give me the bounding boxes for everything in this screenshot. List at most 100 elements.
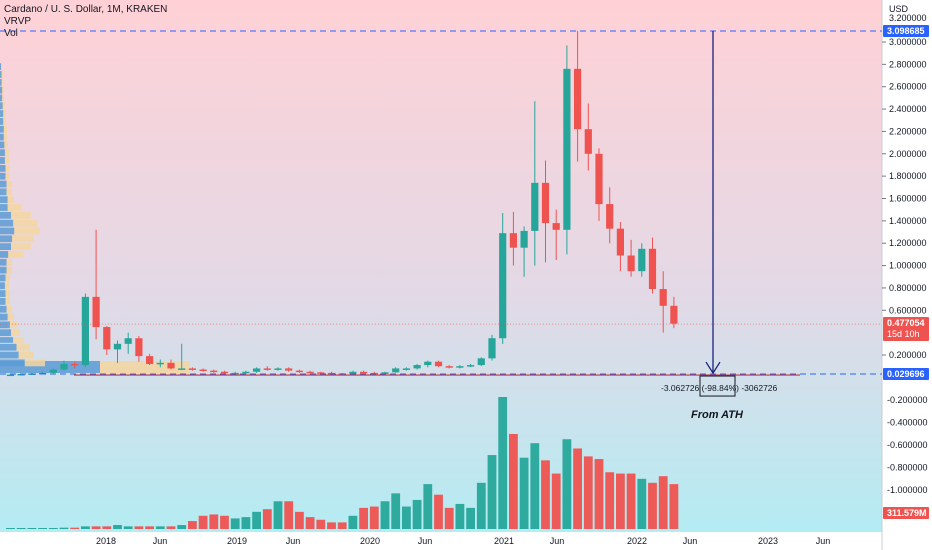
volume-bar	[327, 522, 336, 529]
vrvp-bar-up	[0, 297, 6, 305]
current-price-badge: 0.477054	[887, 318, 925, 328]
volume-bar	[305, 517, 315, 529]
vrvp-bar-up	[0, 251, 9, 258]
vrvp-bar-up	[0, 305, 7, 313]
vrvp-bar-up	[0, 282, 5, 290]
vrvp-bar-down	[4, 149, 9, 157]
candle-body	[135, 338, 143, 357]
candle-body	[263, 368, 271, 370]
candle-body	[584, 129, 592, 154]
volume-bar	[498, 397, 508, 529]
volume-bar	[16, 528, 26, 529]
candle-body	[627, 255, 635, 272]
vrvp-bar-down	[9, 321, 18, 329]
volume-bar	[444, 507, 454, 529]
volume-tick-label: -0.800000	[887, 463, 928, 473]
candle-body	[488, 338, 496, 359]
vrvp-bar-down	[7, 196, 14, 204]
vrvp-bar-down	[5, 172, 10, 180]
volume-bar	[412, 499, 422, 529]
vrvp-bar-up	[0, 188, 7, 196]
vrvp-bar-down	[3, 133, 7, 141]
price-tick-label: 2.600000	[889, 82, 927, 92]
chart-header: Cardano / U. S. Dollar, 1M, KRAKEN VRVP …	[4, 4, 167, 40]
vrvp-bar-down	[2, 94, 4, 102]
measure-box	[699, 375, 736, 397]
volume-bar	[509, 433, 518, 529]
candle-body	[477, 358, 485, 366]
vrvp-bar-up	[0, 86, 3, 94]
indicator-vrvp[interactable]: VRVP	[4, 16, 32, 27]
vrvp-bar-down	[3, 118, 6, 125]
vrvp-bar-down	[6, 305, 12, 313]
symbol-title[interactable]: Cardano / U. S. Dollar, 1M, KRAKEN	[4, 4, 168, 15]
vrvp-bar-down	[14, 227, 41, 235]
volume-bar	[59, 527, 69, 529]
volume-bar	[519, 457, 529, 529]
volume-bar	[177, 525, 187, 529]
vrvp-bar-up	[0, 94, 3, 102]
current-badge-bg	[883, 317, 929, 342]
candle-body	[574, 68, 582, 130]
vrvp-bar-up	[0, 351, 19, 359]
vrvp-bar-up	[0, 125, 4, 133]
price-tick-label: 3.000000	[889, 37, 927, 47]
candle-body	[242, 371, 250, 374]
candle-body	[520, 230, 528, 248]
candle-body	[146, 356, 154, 364]
vrvp-bar-up	[0, 118, 4, 125]
vrvp-bar-up	[0, 227, 15, 235]
candle-body	[648, 248, 657, 290]
vrvp-bar-up	[0, 329, 11, 337]
time-tick-label: Jun	[153, 536, 168, 546]
volume-bar	[241, 517, 251, 529]
volume-bar	[230, 518, 240, 529]
candle-body	[456, 366, 464, 368]
vrvp-bar-down	[4, 282, 9, 290]
vrvp-bar-up	[0, 266, 7, 274]
volume-bar	[380, 501, 390, 529]
volume-bar	[616, 473, 625, 529]
vrvp-bar-down	[3, 110, 6, 118]
volume-bar	[209, 514, 219, 529]
volume-bar	[48, 528, 58, 529]
vrvp-bar-down	[13, 219, 37, 227]
candle-body	[124, 338, 132, 344]
vrvp-bar-down	[4, 157, 9, 164]
volume-bar	[487, 455, 497, 529]
volume-bar	[113, 525, 122, 529]
volume-bar	[123, 526, 133, 529]
volume-bar	[220, 515, 229, 529]
vrvp-bar-down	[100, 361, 190, 373]
ath-badge-bg	[883, 24, 929, 37]
vrvp-bar-up	[0, 110, 4, 118]
volume-bar	[134, 526, 144, 529]
vrvp-bar-down	[6, 266, 12, 274]
overlays-group: -3.062726 (-98.84%) -3062726 From ATH	[0, 30, 882, 421]
indicator-vol[interactable]: Vol	[4, 28, 18, 39]
price-tick-label: 2.800000	[889, 59, 927, 69]
vrvp-bar-down	[16, 343, 30, 351]
candle-body	[156, 362, 164, 365]
vrvp-bar-down	[5, 164, 10, 172]
volume-bar	[262, 509, 272, 529]
candle-body	[220, 371, 229, 374]
volume-bar	[155, 526, 165, 529]
volume-bar	[295, 511, 304, 529]
candle-body	[552, 223, 560, 230]
time-tick-label: Jun	[418, 536, 433, 546]
vrvp-bar-up	[0, 359, 25, 367]
candle-body	[659, 289, 667, 306]
vrvp-bar-up	[0, 274, 6, 282]
candle-body	[434, 361, 443, 367]
low-badge-bg	[883, 368, 929, 381]
countdown-badge: 15d 10h	[887, 329, 920, 339]
volume-tick-label: -0.600000	[887, 440, 928, 450]
volume-badge: 311.579M	[887, 508, 927, 518]
vrvp-bar-up	[0, 133, 4, 141]
volume-tick-label: -0.200000	[887, 395, 928, 405]
price-axis-panel	[882, 0, 932, 550]
candle-body	[113, 343, 122, 350]
vrvp-bar-down	[5, 297, 10, 305]
